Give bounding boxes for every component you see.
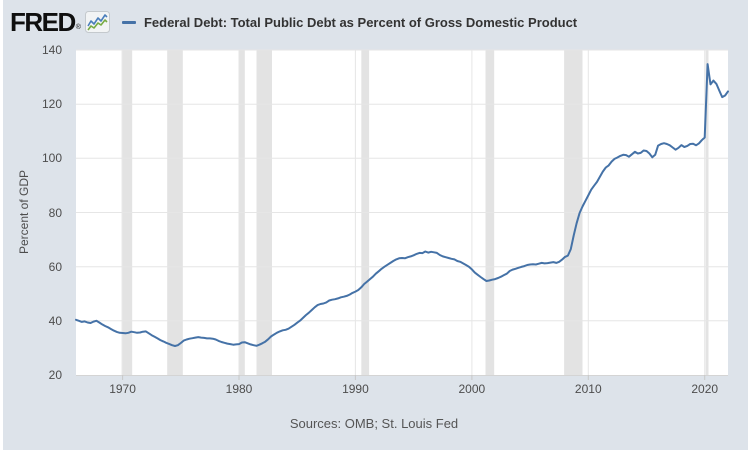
window-edge bbox=[0, 0, 3, 450]
chart-legend: Federal Debt: Total Public Debt as Perce… bbox=[121, 14, 578, 30]
y-tick-label: 100 bbox=[41, 151, 62, 166]
series-line[interactable] bbox=[75, 63, 729, 347]
x-tick-label: 2020 bbox=[691, 382, 719, 396]
source-note: Sources: OMB; St. Louis Fed bbox=[289, 416, 459, 431]
y-tick-label: 120 bbox=[41, 97, 62, 112]
registered-trademark-icon: ® bbox=[75, 24, 81, 31]
legend-line-marker bbox=[121, 20, 136, 24]
y-tick-label: 80 bbox=[48, 205, 62, 220]
x-tick-label: 1980 bbox=[225, 382, 253, 396]
fred-logo-text: FRED bbox=[10, 7, 76, 37]
legend-series-label[interactable]: Federal Debt: Total Public Debt as Perce… bbox=[143, 14, 578, 30]
x-tick-label: 1990 bbox=[342, 382, 369, 396]
y-tick-label: 20 bbox=[48, 368, 62, 382]
y-tick-label: 140 bbox=[41, 43, 62, 57]
x-tick-label: 1970 bbox=[109, 382, 136, 396]
x-tick-label: 2000 bbox=[458, 382, 486, 396]
y-tick-label: 60 bbox=[48, 259, 62, 274]
fred-logo[interactable]: FRED ® bbox=[10, 9, 110, 35]
y-tick-label: 40 bbox=[48, 313, 62, 328]
fred-sparkline-icon bbox=[84, 11, 110, 33]
x-tick-label: 2010 bbox=[574, 382, 602, 396]
chart-header: FRED ® Federal Debt: Total Public Debt a… bbox=[10, 4, 577, 40]
